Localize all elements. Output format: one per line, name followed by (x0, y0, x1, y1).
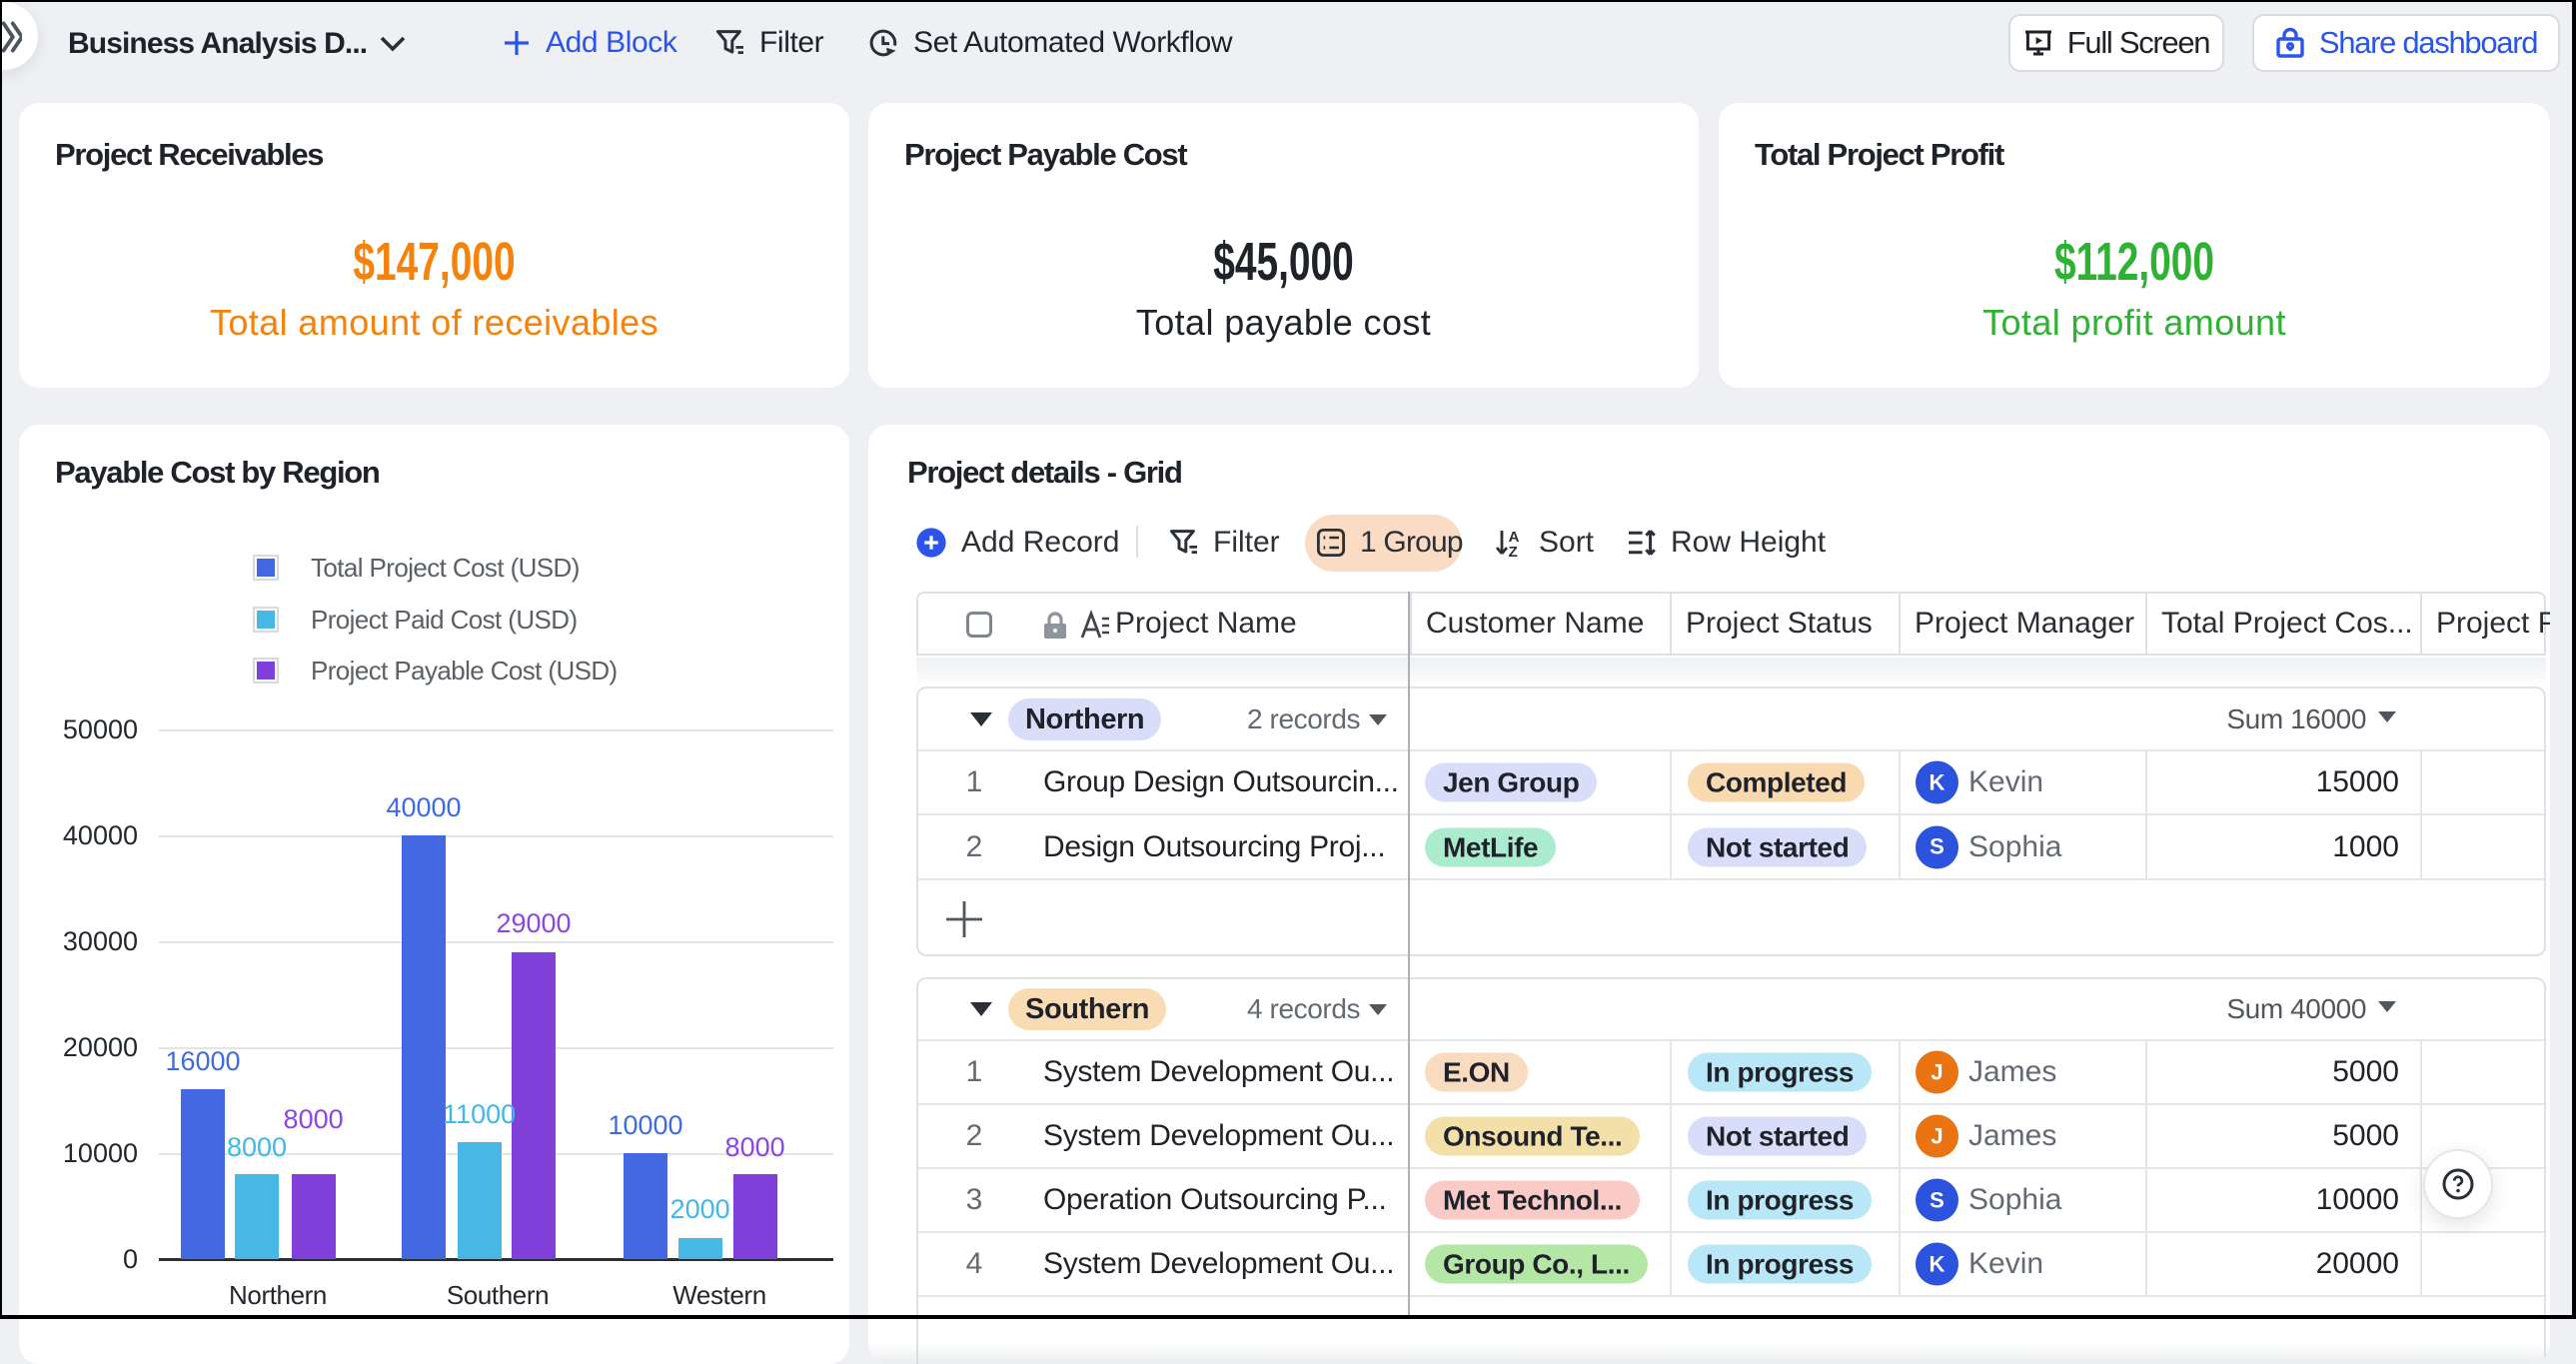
svg-text:Z: Z (1509, 544, 1518, 558)
svg-text:A: A (1509, 529, 1520, 546)
